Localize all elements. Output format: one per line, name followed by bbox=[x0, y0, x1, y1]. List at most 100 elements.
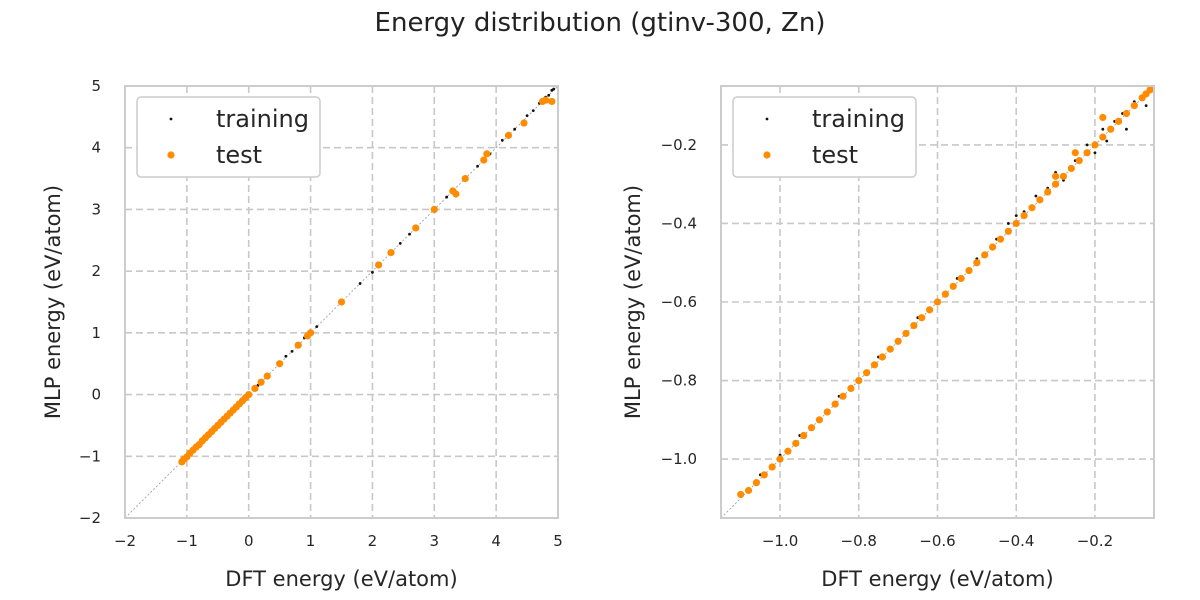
test-point bbox=[387, 249, 395, 257]
training-point bbox=[547, 93, 551, 97]
test-point bbox=[1099, 133, 1107, 141]
test-point bbox=[973, 259, 981, 267]
test-point bbox=[894, 337, 902, 345]
test-point bbox=[263, 372, 271, 380]
training-point bbox=[476, 164, 479, 168]
test-point bbox=[965, 266, 973, 275]
training-point bbox=[284, 354, 288, 358]
test-point bbox=[981, 251, 989, 259]
y-tick-label: 5 bbox=[91, 77, 101, 95]
training-point bbox=[1034, 194, 1038, 198]
y-tick-label: 3 bbox=[91, 200, 101, 218]
test-point bbox=[430, 205, 438, 214]
x-tick-label: −1 bbox=[176, 532, 198, 550]
test-point bbox=[989, 243, 997, 251]
x-tick-label: −1.0 bbox=[762, 532, 798, 550]
plot-frame bbox=[720, 85, 1155, 519]
y-tick-label: −2 bbox=[79, 509, 101, 527]
test-point bbox=[1044, 188, 1052, 196]
training-point bbox=[408, 232, 411, 236]
test-point bbox=[1051, 180, 1060, 188]
test-point bbox=[1083, 149, 1091, 157]
test-point bbox=[1091, 141, 1099, 149]
test-point bbox=[886, 345, 894, 353]
test-point bbox=[902, 329, 910, 338]
test-point bbox=[1020, 212, 1028, 220]
training-point bbox=[552, 87, 556, 91]
test-point bbox=[855, 376, 863, 385]
test-point bbox=[1122, 109, 1131, 118]
x-tick-label: 4 bbox=[491, 532, 501, 550]
test-point bbox=[1146, 86, 1154, 94]
y-tick-label: −0.8 bbox=[661, 372, 697, 390]
training-point bbox=[358, 282, 362, 285]
test-point bbox=[768, 463, 776, 471]
test-point bbox=[831, 400, 839, 408]
y-tick-label: −1 bbox=[79, 447, 101, 465]
test-point bbox=[375, 261, 383, 269]
legend-test-marker bbox=[763, 151, 771, 159]
test-point bbox=[1004, 227, 1012, 235]
y-tick-label: 4 bbox=[91, 139, 101, 157]
test-point bbox=[1099, 113, 1107, 122]
training-point bbox=[290, 349, 294, 353]
test-point bbox=[1107, 125, 1115, 133]
x-tick-label: 0 bbox=[244, 532, 254, 550]
test-point bbox=[1036, 196, 1044, 204]
training-point bbox=[1006, 222, 1010, 225]
test-point bbox=[412, 224, 420, 232]
test-point bbox=[542, 96, 550, 104]
y-axis-label: MLP energy (eV/atom) bbox=[41, 185, 65, 419]
figure-title: Energy distribution (gtinv-300, Zn) bbox=[374, 8, 826, 38]
x-tick-label: 3 bbox=[430, 532, 440, 550]
y-tick-label: −0.4 bbox=[661, 214, 697, 232]
test-point bbox=[910, 321, 918, 330]
legend-box bbox=[136, 96, 321, 178]
legend-training-marker bbox=[169, 117, 173, 121]
legend-test-label: test bbox=[216, 141, 262, 169]
x-tick-label: 5 bbox=[553, 532, 563, 550]
training-point bbox=[445, 195, 449, 199]
x-tick-label: 1 bbox=[306, 532, 316, 550]
legend-test-label: test bbox=[812, 141, 858, 169]
test-point bbox=[752, 479, 761, 487]
test-point bbox=[941, 290, 949, 298]
test-point bbox=[1051, 172, 1060, 180]
test-point bbox=[926, 306, 934, 314]
legend-box bbox=[732, 96, 917, 178]
test-point bbox=[996, 235, 1005, 243]
test-point bbox=[504, 131, 513, 139]
x-axis-label: DFT energy (eV/atom) bbox=[821, 567, 1053, 591]
test-point bbox=[1114, 117, 1123, 125]
test-point bbox=[1028, 204, 1036, 212]
y-tick-label: −0.6 bbox=[661, 293, 697, 311]
test-point bbox=[306, 329, 315, 337]
legend-training-label: training bbox=[812, 105, 905, 133]
test-point bbox=[1071, 149, 1079, 157]
test-point bbox=[1059, 172, 1068, 180]
test-point bbox=[337, 298, 346, 306]
x-axis-label: DFT energy (eV/atom) bbox=[225, 567, 457, 591]
chart-panel-right: −1.0 −0.8 −0.6 −0.4 −0.2 −1.0 −0.8 −0.6 −0.4 −0.2… bbox=[621, 85, 1155, 591]
legend-test-marker bbox=[167, 151, 175, 159]
x-tick-label: −0.2 bbox=[1077, 532, 1113, 550]
test-point bbox=[807, 424, 816, 432]
training-point bbox=[1105, 139, 1109, 143]
y-axis-label: MLP energy (eV/atom) bbox=[621, 185, 645, 419]
test-point bbox=[878, 353, 886, 361]
test-point bbox=[480, 156, 488, 164]
test-point bbox=[949, 282, 957, 290]
y-tick-label: 2 bbox=[91, 262, 101, 280]
test-point bbox=[863, 369, 871, 377]
x-tick-label: −0.6 bbox=[919, 532, 955, 550]
test-point bbox=[548, 97, 556, 106]
chart-panel-left: −2 −1 0 1 2 3 4 5 −2 −1 0 1 2 3 4 5 DFT energy (eV/atom)… bbox=[41, 77, 563, 591]
test-point bbox=[918, 314, 926, 322]
test-point bbox=[276, 360, 284, 368]
training-point bbox=[1125, 127, 1128, 131]
test-point bbox=[839, 392, 847, 400]
test-point bbox=[870, 361, 879, 369]
y-tick-label: 0 bbox=[91, 386, 101, 404]
training-point bbox=[1085, 143, 1089, 147]
